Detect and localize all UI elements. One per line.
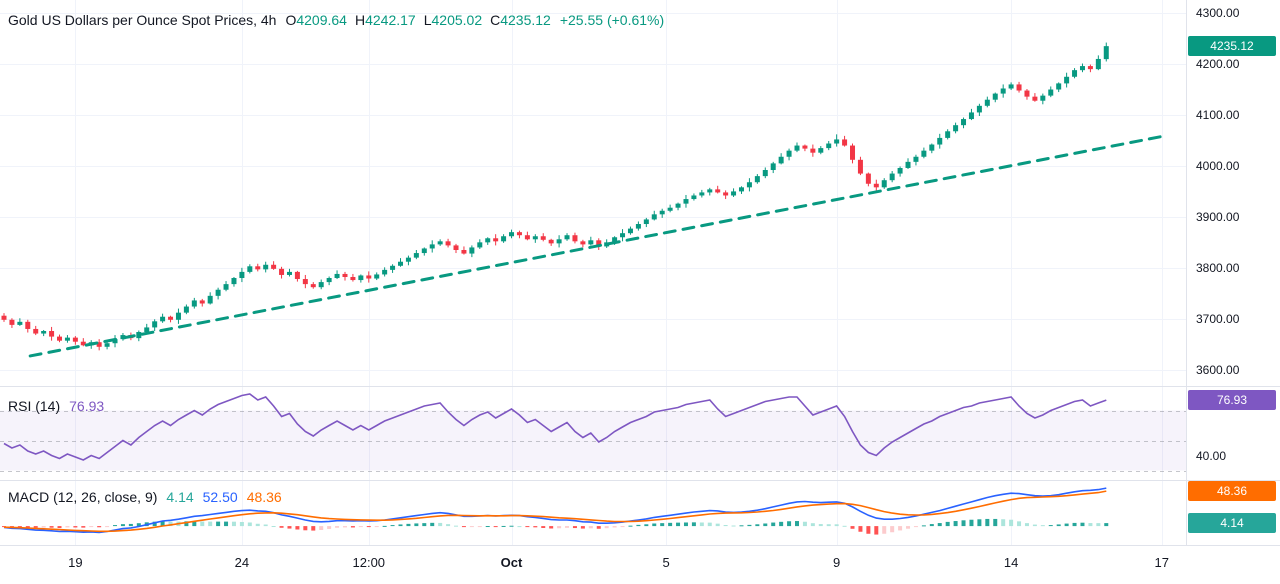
time-axis[interactable]: 19 24 12:00 Oct 5 9 14 17 <box>0 546 1280 584</box>
candles <box>1 42 1109 351</box>
macd-histogram <box>2 518 1109 535</box>
macd-hist-value: 4.14 <box>166 489 194 505</box>
time-tick-label: 5 <box>662 555 670 570</box>
macd-indicator-label[interactable]: MACD (12, 26, close, 9) <box>8 489 158 505</box>
last-price-badge: 4235.12 <box>1188 36 1276 57</box>
low-value: 4205.02 <box>431 12 483 28</box>
price-change: +25.55 (+0.61%) <box>559 12 665 28</box>
time-tick-label: 17 <box>1154 555 1169 570</box>
gridlines <box>0 0 1186 545</box>
axis-tick-label: 4300.00 <box>1196 6 1240 21</box>
low-label: L <box>423 12 432 28</box>
macd-signal-badge: 48.36 <box>1188 481 1276 502</box>
macd-signal-value: 48.36 <box>246 489 282 505</box>
macd-pane-legend: MACD (12, 26, close, 9) 4.14 52.50 48.36 <box>8 489 282 505</box>
rsi-pane-legend: RSI (14) 76.93 <box>8 398 104 414</box>
trendline[interactable] <box>28 134 1167 358</box>
open-value: 4209.64 <box>296 12 347 28</box>
rsi-band <box>0 410 1186 471</box>
pane-separators[interactable] <box>0 0 1280 546</box>
macd-signal-line[interactable] <box>3 490 1107 533</box>
chart-title[interactable]: Gold US Dollars per Ounce Spot Prices, 4… <box>8 12 277 28</box>
ohlc-values: O 4209.64 H 4242.17 L 4205.02 C 4235.12 <box>285 12 550 28</box>
price-pane-legend: Gold US Dollars per Ounce Spot Prices, 4… <box>8 12 664 28</box>
rsi-indicator-label[interactable]: RSI (14) <box>8 398 61 414</box>
time-tick-label: 9 <box>833 555 841 570</box>
axis-tick-label: 3700.00 <box>1196 311 1240 326</box>
axis-tick-label: 4200.00 <box>1196 57 1240 72</box>
rsi-badge: 76.93 <box>1188 390 1276 411</box>
close-value: 4235.12 <box>500 12 551 28</box>
axis-tick-label: 3600.00 <box>1196 362 1240 377</box>
time-tick-label: Oct <box>500 555 523 570</box>
close-label: C <box>490 12 501 28</box>
time-tick-label: 19 <box>68 555 83 570</box>
time-tick-label: 24 <box>234 555 250 570</box>
open-label: O <box>285 12 297 28</box>
axis-tick-label: 4100.00 <box>1196 107 1240 122</box>
axis-tick-label: 3900.00 <box>1196 209 1240 224</box>
price-axis[interactable]: 4300.00 4200.00 4100.00 4000.00 3900.00 3800.… <box>1186 0 1280 545</box>
macd-hist-badge: 4.14 <box>1188 513 1276 534</box>
high-value: 4242.17 <box>365 12 416 28</box>
axis-tick-label: 3800.00 <box>1196 260 1240 275</box>
rsi-line[interactable] <box>3 393 1107 461</box>
time-tick-label: 14 <box>1003 555 1019 570</box>
rsi-value: 76.93 <box>69 398 105 414</box>
high-label: H <box>354 12 366 28</box>
macd-line-value: 52.50 <box>202 489 238 505</box>
axis-tick-label: 40.00 <box>1196 448 1227 463</box>
axis-tick-label: 4000.00 <box>1196 158 1240 173</box>
time-tick-label: 12:00 <box>352 555 386 570</box>
